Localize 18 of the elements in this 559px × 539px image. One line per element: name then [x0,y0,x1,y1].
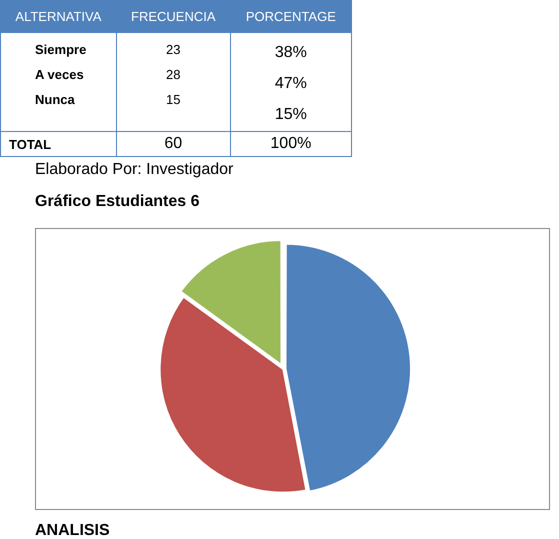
text: A veces [35,66,85,84]
text: ALTERNATIVA [0,0,116,32]
text: 15 [165,91,182,109]
text: 38% [274,43,308,63]
text: PORCENTAGE [230,0,352,32]
text: 23 [165,41,182,59]
text: TOTAL [0,132,116,156]
text: FRECUENCIA [116,0,230,32]
text: ANALISIS [35,522,110,539]
chart-title: Gráfico Estudiantes 6 [35,193,200,211]
text: Elaborado Por: Investigador [35,161,234,179]
text: Nunca [35,91,76,109]
text: 100% [230,132,352,156]
text: 28 [165,66,182,84]
text: 47% [274,74,308,94]
text: Siempre [35,41,88,59]
text: 60 [116,132,230,156]
text: 15% [274,105,308,125]
